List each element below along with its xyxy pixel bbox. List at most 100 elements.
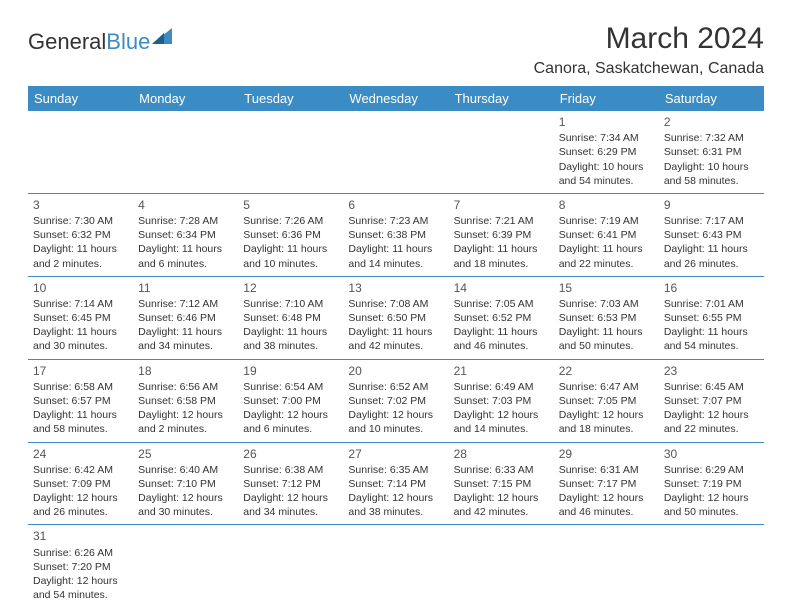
daylight-text: Daylight: 11 hours and 30 minutes. (33, 325, 128, 353)
daylight-text: Daylight: 11 hours and 26 minutes. (664, 242, 759, 270)
day-number: 23 (664, 363, 759, 379)
sunset-text: Sunset: 6:50 PM (348, 311, 443, 325)
day-header: Monday (133, 86, 238, 111)
sunrise-text: Sunrise: 7:26 AM (243, 214, 338, 228)
sunrise-text: Sunrise: 7:32 AM (664, 131, 759, 145)
sunset-text: Sunset: 7:12 PM (243, 477, 338, 491)
day-number: 15 (559, 280, 654, 296)
sunset-text: Sunset: 7:07 PM (664, 394, 759, 408)
daylight-text: Daylight: 11 hours and 18 minutes. (454, 242, 549, 270)
sunset-text: Sunset: 7:19 PM (664, 477, 759, 491)
day-number: 17 (33, 363, 128, 379)
daylight-text: Daylight: 11 hours and 2 minutes. (33, 242, 128, 270)
daylight-text: Daylight: 12 hours and 50 minutes. (664, 491, 759, 519)
daylight-text: Daylight: 11 hours and 42 minutes. (348, 325, 443, 353)
day-number: 2 (664, 114, 759, 130)
sunset-text: Sunset: 6:55 PM (664, 311, 759, 325)
day-number: 16 (664, 280, 759, 296)
daylight-text: Daylight: 12 hours and 22 minutes. (664, 408, 759, 436)
daylight-text: Daylight: 12 hours and 54 minutes. (33, 574, 128, 602)
day-number: 8 (559, 197, 654, 213)
title-block: March 2024 Canora, Saskatchewan, Canada (534, 22, 764, 78)
day-header-row: SundayMondayTuesdayWednesdayThursdayFrid… (28, 86, 764, 111)
sunrise-text: Sunrise: 7:01 AM (664, 297, 759, 311)
day-number: 10 (33, 280, 128, 296)
day-header: Thursday (449, 86, 554, 111)
sunrise-text: Sunrise: 7:10 AM (243, 297, 338, 311)
sunrise-text: Sunrise: 7:12 AM (138, 297, 233, 311)
sunrise-text: Sunrise: 7:30 AM (33, 214, 128, 228)
calendar-cell: 9Sunrise: 7:17 AMSunset: 6:43 PMDaylight… (659, 193, 764, 276)
daylight-text: Daylight: 12 hours and 2 minutes. (138, 408, 233, 436)
daylight-text: Daylight: 11 hours and 6 minutes. (138, 242, 233, 270)
calendar-week: 17Sunrise: 6:58 AMSunset: 6:57 PMDayligh… (28, 359, 764, 442)
calendar-cell (554, 525, 659, 607)
sunrise-text: Sunrise: 7:23 AM (348, 214, 443, 228)
calendar-cell: 31Sunrise: 6:26 AMSunset: 7:20 PMDayligh… (28, 525, 133, 607)
sunset-text: Sunset: 6:58 PM (138, 394, 233, 408)
day-number: 5 (243, 197, 338, 213)
calendar-cell: 14Sunrise: 7:05 AMSunset: 6:52 PMDayligh… (449, 276, 554, 359)
daylight-text: Daylight: 12 hours and 10 minutes. (348, 408, 443, 436)
calendar-cell: 24Sunrise: 6:42 AMSunset: 7:09 PMDayligh… (28, 442, 133, 525)
calendar-cell: 27Sunrise: 6:35 AMSunset: 7:14 PMDayligh… (343, 442, 448, 525)
sunset-text: Sunset: 7:09 PM (33, 477, 128, 491)
daylight-text: Daylight: 11 hours and 34 minutes. (138, 325, 233, 353)
sunset-text: Sunset: 6:45 PM (33, 311, 128, 325)
sunset-text: Sunset: 6:31 PM (664, 145, 759, 159)
sunrise-text: Sunrise: 6:29 AM (664, 463, 759, 477)
sunset-text: Sunset: 6:48 PM (243, 311, 338, 325)
sunrise-text: Sunrise: 6:56 AM (138, 380, 233, 394)
calendar-cell (449, 525, 554, 607)
sunrise-text: Sunrise: 7:08 AM (348, 297, 443, 311)
calendar-cell: 17Sunrise: 6:58 AMSunset: 6:57 PMDayligh… (28, 359, 133, 442)
calendar-cell: 25Sunrise: 6:40 AMSunset: 7:10 PMDayligh… (133, 442, 238, 525)
day-header: Friday (554, 86, 659, 111)
calendar-cell: 6Sunrise: 7:23 AMSunset: 6:38 PMDaylight… (343, 193, 448, 276)
day-header: Wednesday (343, 86, 448, 111)
sunset-text: Sunset: 7:15 PM (454, 477, 549, 491)
sunrise-text: Sunrise: 6:42 AM (33, 463, 128, 477)
calendar-cell: 1Sunrise: 7:34 AMSunset: 6:29 PMDaylight… (554, 111, 659, 193)
sunrise-text: Sunrise: 7:05 AM (454, 297, 549, 311)
daylight-text: Daylight: 12 hours and 46 minutes. (559, 491, 654, 519)
calendar-cell: 13Sunrise: 7:08 AMSunset: 6:50 PMDayligh… (343, 276, 448, 359)
sunrise-text: Sunrise: 7:28 AM (138, 214, 233, 228)
day-header: Sunday (28, 86, 133, 111)
sunrise-text: Sunrise: 7:14 AM (33, 297, 128, 311)
calendar-cell: 5Sunrise: 7:26 AMSunset: 6:36 PMDaylight… (238, 193, 343, 276)
day-number: 1 (559, 114, 654, 130)
daylight-text: Daylight: 12 hours and 30 minutes. (138, 491, 233, 519)
day-number: 30 (664, 446, 759, 462)
sunset-text: Sunset: 7:03 PM (454, 394, 549, 408)
calendar-week: 31Sunrise: 6:26 AMSunset: 7:20 PMDayligh… (28, 525, 764, 607)
day-number: 19 (243, 363, 338, 379)
calendar-cell (133, 525, 238, 607)
sunset-text: Sunset: 6:29 PM (559, 145, 654, 159)
calendar-week: 3Sunrise: 7:30 AMSunset: 6:32 PMDaylight… (28, 193, 764, 276)
sunset-text: Sunset: 6:36 PM (243, 228, 338, 242)
header: GeneralBlue March 2024 Canora, Saskatche… (28, 22, 764, 78)
sunrise-text: Sunrise: 6:33 AM (454, 463, 549, 477)
day-number: 18 (138, 363, 233, 379)
sunrise-text: Sunrise: 7:19 AM (559, 214, 654, 228)
calendar-cell: 10Sunrise: 7:14 AMSunset: 6:45 PMDayligh… (28, 276, 133, 359)
sunrise-text: Sunrise: 6:45 AM (664, 380, 759, 394)
sunset-text: Sunset: 6:52 PM (454, 311, 549, 325)
calendar-cell: 15Sunrise: 7:03 AMSunset: 6:53 PMDayligh… (554, 276, 659, 359)
calendar-cell: 4Sunrise: 7:28 AMSunset: 6:34 PMDaylight… (133, 193, 238, 276)
logo-sail-icon (152, 28, 174, 46)
location: Canora, Saskatchewan, Canada (534, 60, 764, 78)
sunrise-text: Sunrise: 6:52 AM (348, 380, 443, 394)
day-number: 25 (138, 446, 233, 462)
sunrise-text: Sunrise: 6:54 AM (243, 380, 338, 394)
day-header: Saturday (659, 86, 764, 111)
sunset-text: Sunset: 7:17 PM (559, 477, 654, 491)
day-number: 6 (348, 197, 443, 213)
logo-text-1: General (28, 29, 106, 55)
daylight-text: Daylight: 11 hours and 50 minutes. (559, 325, 654, 353)
calendar-cell: 28Sunrise: 6:33 AMSunset: 7:15 PMDayligh… (449, 442, 554, 525)
calendar-cell: 20Sunrise: 6:52 AMSunset: 7:02 PMDayligh… (343, 359, 448, 442)
sunset-text: Sunset: 6:53 PM (559, 311, 654, 325)
day-number: 24 (33, 446, 128, 462)
